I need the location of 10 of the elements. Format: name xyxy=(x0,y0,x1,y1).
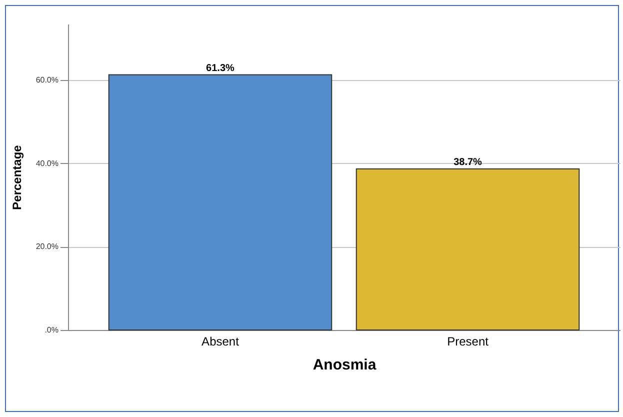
y-tick-label: .0% xyxy=(44,326,58,334)
x-axis-title: Anosmia xyxy=(312,356,377,374)
y-axis-title: Percentage xyxy=(10,144,24,210)
x-tick-label: Present xyxy=(447,334,490,348)
y-tick-label: 40.0% xyxy=(36,158,58,168)
x-tick-label: Absent xyxy=(202,334,240,348)
y-tick-label: 20.0% xyxy=(36,242,58,252)
y-tick-label: 60.0% xyxy=(36,76,58,85)
data-label: 38.7% xyxy=(454,156,482,168)
data-label: 61.3% xyxy=(206,62,235,74)
